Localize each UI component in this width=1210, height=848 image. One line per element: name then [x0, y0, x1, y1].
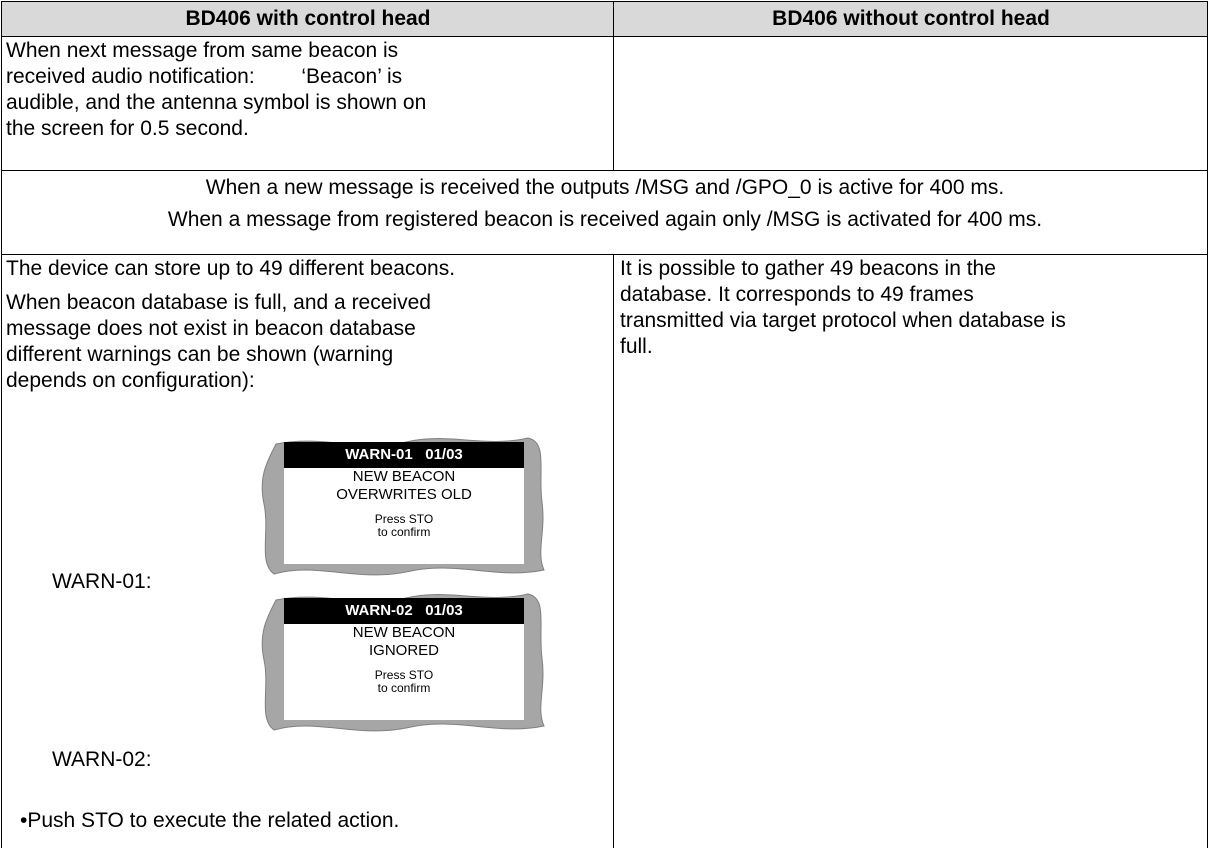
text-line: message does not exist in beacon databas…: [6, 317, 416, 340]
screen-prompt: Press STO to confirm: [284, 669, 524, 695]
text-line: audible, and the antenna symbol is shown…: [6, 91, 427, 114]
screen-title: WARN-01 01/03: [284, 442, 524, 468]
text-line: transmitted via target protocol when dat…: [620, 309, 1066, 332]
text-line: The device can store up to 49 different …: [6, 257, 456, 280]
screen-title: WARN-02 01/03: [284, 598, 524, 624]
screen-message: IGNORED: [368, 642, 439, 659]
cell-text: The device can store up to 49 different …: [6, 256, 455, 394]
text-line: full.: [620, 335, 653, 358]
text-line: When a new message is received the outpu…: [205, 176, 1005, 199]
screen-message: NEW BEACON: [352, 468, 456, 485]
text-line: When beacon database is full, and a rece…: [6, 291, 431, 314]
screen-display: WARN-01 01/03 NEW BEACON OVERWRITES OLD Pre…: [284, 442, 524, 564]
text-line: It is possible to gather 49 beacons in t…: [620, 257, 996, 280]
text-line: depends on configuration):: [6, 369, 255, 392]
device-screen: WARN-02 01/03 NEW BEACON IGNORED Press STO t…: [256, 588, 546, 734]
text-line: When next message from same beacon is: [6, 39, 399, 62]
text-line: When a message from registered beacon is…: [167, 208, 1043, 231]
cell-text: When next message from same beacon is re…: [6, 38, 426, 142]
text-line: database. It corresponds to 49 frames: [620, 283, 974, 306]
text-line: different warnings can be shown (warning: [6, 343, 394, 366]
cell-text: It is possible to gather 49 beacons in t…: [620, 256, 1066, 360]
bullet-item: Push STO to execute the related action.: [20, 808, 399, 834]
shared-cell: When a new message is received the outpu…: [2, 175, 1208, 233]
prompt-line: Press STO: [374, 512, 434, 526]
screen-message: OVERWRITES OLD: [336, 486, 472, 503]
screen-display: WARN-02 01/03 NEW BEACON IGNORED Press STO t…: [284, 598, 524, 720]
text-line: the screen for 0.5 second.: [6, 117, 249, 140]
text-line: received audio notification: ‘Beacon’ is: [6, 65, 403, 88]
prompt-line: Press STO: [374, 668, 434, 682]
warning-label: WARN-02:: [52, 748, 152, 771]
screen-message: NEW BEACON: [352, 624, 456, 641]
prompt-line: to confirm: [377, 525, 431, 539]
column-header: BD406 with control head: [2, 2, 614, 36]
column-header: BD406 without control head: [614, 2, 1208, 36]
prompt-line: to confirm: [377, 681, 431, 695]
warning-label: WARN-01:: [52, 570, 152, 593]
screen-prompt: Press STO to confirm: [284, 513, 524, 539]
device-screen: WARN-01 01/03 NEW BEACON OVERWRITES OLD Pre…: [256, 432, 546, 578]
